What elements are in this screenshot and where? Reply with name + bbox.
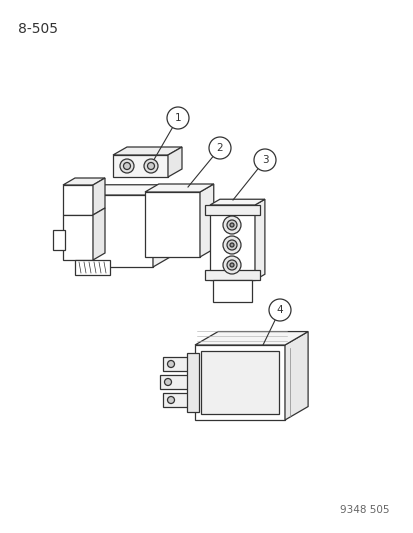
Circle shape	[167, 397, 174, 403]
Polygon shape	[204, 270, 259, 280]
Text: 3: 3	[261, 155, 268, 165]
Circle shape	[223, 256, 240, 274]
Polygon shape	[209, 199, 264, 205]
Polygon shape	[209, 205, 254, 280]
Polygon shape	[93, 208, 105, 260]
Text: 1: 1	[174, 113, 181, 123]
Circle shape	[230, 263, 233, 267]
Polygon shape	[199, 184, 213, 257]
Polygon shape	[75, 260, 110, 275]
Polygon shape	[163, 357, 190, 371]
Polygon shape	[284, 332, 307, 420]
Polygon shape	[85, 185, 170, 195]
Polygon shape	[187, 353, 199, 412]
Polygon shape	[195, 345, 284, 420]
Circle shape	[123, 163, 130, 169]
Polygon shape	[204, 205, 259, 215]
Circle shape	[164, 378, 171, 385]
Polygon shape	[113, 147, 182, 155]
Polygon shape	[212, 280, 252, 302]
Circle shape	[226, 220, 236, 230]
Circle shape	[230, 223, 233, 227]
Bar	[201, 351, 278, 414]
Circle shape	[226, 260, 236, 270]
Polygon shape	[145, 192, 199, 257]
Polygon shape	[113, 155, 168, 177]
Polygon shape	[93, 178, 105, 215]
Text: 2: 2	[216, 143, 223, 153]
Polygon shape	[159, 375, 192, 389]
Polygon shape	[63, 178, 105, 185]
Polygon shape	[254, 199, 264, 280]
Circle shape	[226, 240, 236, 250]
Circle shape	[209, 137, 230, 159]
Polygon shape	[153, 185, 170, 267]
Circle shape	[223, 216, 240, 234]
Polygon shape	[195, 332, 307, 345]
Polygon shape	[145, 184, 213, 192]
Circle shape	[147, 163, 154, 169]
Polygon shape	[163, 393, 190, 407]
Text: 8-505: 8-505	[18, 22, 58, 36]
Polygon shape	[63, 185, 93, 215]
Text: 4: 4	[276, 305, 282, 315]
Circle shape	[120, 159, 134, 173]
Text: 9348 505: 9348 505	[339, 505, 389, 515]
Circle shape	[268, 299, 290, 321]
Polygon shape	[168, 147, 182, 177]
Circle shape	[166, 107, 189, 129]
Polygon shape	[85, 195, 153, 267]
Circle shape	[144, 159, 158, 173]
Circle shape	[230, 243, 233, 247]
Circle shape	[167, 360, 174, 367]
Polygon shape	[53, 230, 65, 250]
Circle shape	[254, 149, 275, 171]
Circle shape	[223, 236, 240, 254]
Polygon shape	[63, 215, 93, 260]
